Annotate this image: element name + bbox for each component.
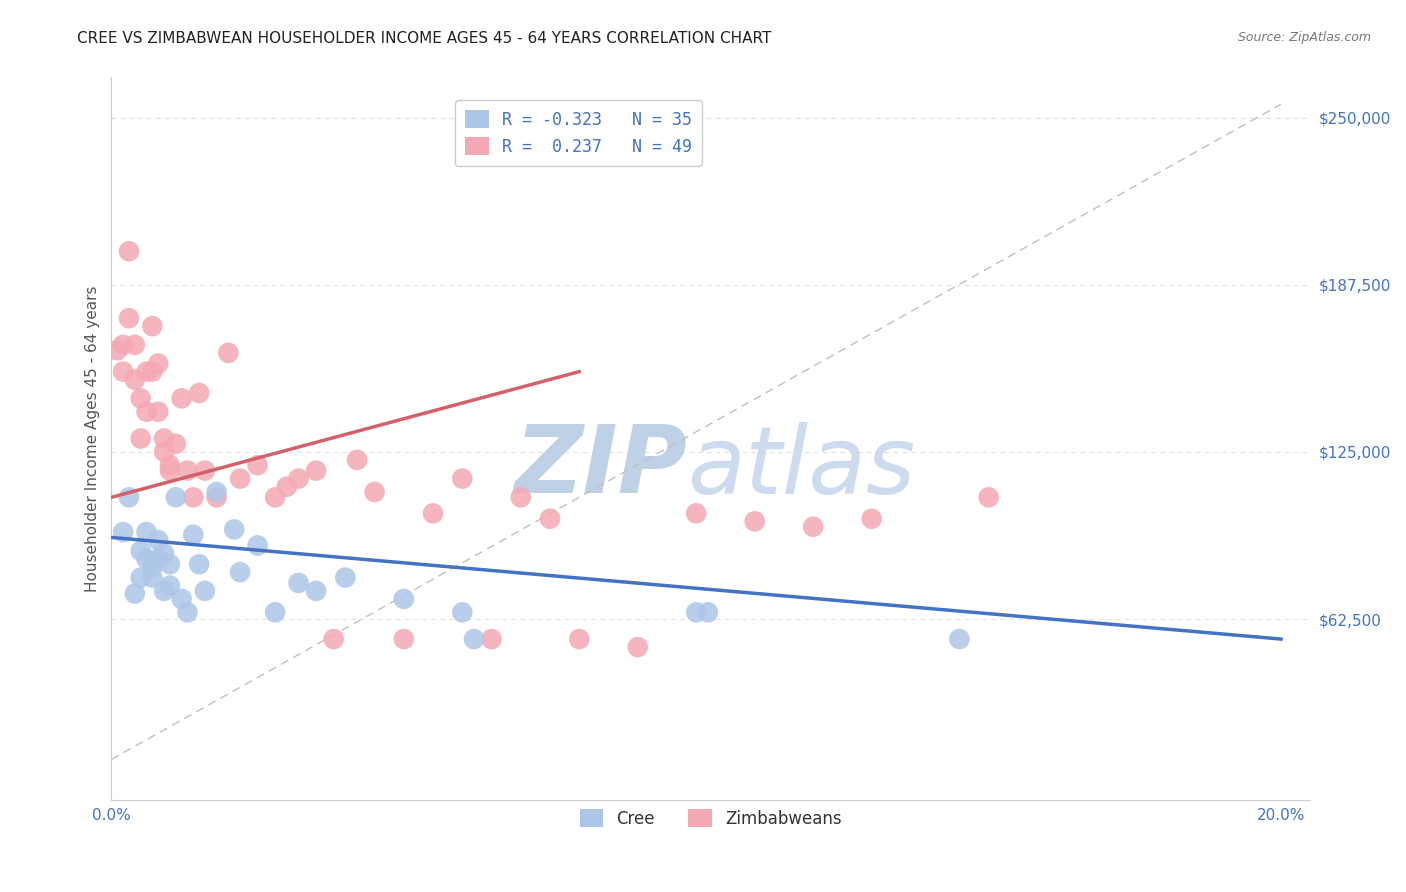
Text: atlas: atlas <box>688 422 915 513</box>
Point <box>194 464 217 478</box>
Legend: Cree, Zimbabweans: Cree, Zimbabweans <box>574 803 848 835</box>
Point <box>159 464 181 478</box>
Point <box>141 365 163 379</box>
Point <box>205 491 228 505</box>
Point <box>188 386 211 401</box>
Point <box>112 525 135 540</box>
Text: CREE VS ZIMBABWEAN HOUSEHOLDER INCOME AGES 45 - 64 YEARS CORRELATION CHART: CREE VS ZIMBABWEAN HOUSEHOLDER INCOME AG… <box>77 31 772 46</box>
Point <box>153 546 176 560</box>
Point <box>392 632 415 646</box>
Point <box>124 373 146 387</box>
Point <box>481 632 503 646</box>
Point <box>229 472 252 486</box>
Point <box>153 583 176 598</box>
Point <box>188 557 211 571</box>
Point <box>153 432 176 446</box>
Point <box>159 557 181 571</box>
Point <box>165 437 187 451</box>
Point <box>305 464 328 478</box>
Point <box>538 512 561 526</box>
Point <box>229 565 252 579</box>
Point <box>463 632 485 646</box>
Point <box>287 575 309 590</box>
Point <box>159 578 181 592</box>
Point <box>685 507 707 521</box>
Point <box>141 570 163 584</box>
Point <box>112 338 135 352</box>
Point <box>860 512 883 526</box>
Point <box>568 632 591 646</box>
Point <box>948 632 970 646</box>
Point <box>217 346 239 360</box>
Point <box>135 551 157 566</box>
Point <box>977 491 1000 505</box>
Point <box>159 458 181 473</box>
Point <box>246 538 269 552</box>
Point <box>181 491 204 505</box>
Point <box>118 491 141 505</box>
Point <box>305 583 328 598</box>
Point <box>118 311 141 326</box>
Point <box>170 591 193 606</box>
Point <box>135 365 157 379</box>
Point <box>205 485 228 500</box>
Point <box>135 525 157 540</box>
Point <box>194 583 217 598</box>
Point <box>176 605 198 619</box>
Point <box>744 515 766 529</box>
Point <box>141 319 163 334</box>
Point <box>335 570 357 584</box>
Point <box>627 640 650 654</box>
Point <box>135 405 157 419</box>
Point <box>129 392 152 406</box>
Point <box>224 523 246 537</box>
Point <box>141 559 163 574</box>
Point <box>129 543 152 558</box>
Point <box>170 392 193 406</box>
Point <box>287 472 309 486</box>
Point <box>697 605 720 619</box>
Point <box>118 244 141 259</box>
Point <box>422 507 444 521</box>
Point <box>148 551 170 566</box>
Point <box>112 365 135 379</box>
Point <box>451 472 474 486</box>
Point <box>246 458 269 473</box>
Point <box>685 605 707 619</box>
Point <box>346 453 368 467</box>
Point <box>176 464 198 478</box>
Point <box>322 632 344 646</box>
Point <box>276 480 298 494</box>
Point <box>509 491 531 505</box>
Point <box>801 520 824 534</box>
Point <box>105 343 128 358</box>
Point <box>451 605 474 619</box>
Point <box>148 357 170 371</box>
Point <box>181 528 204 542</box>
Point <box>124 338 146 352</box>
Text: Source: ZipAtlas.com: Source: ZipAtlas.com <box>1237 31 1371 45</box>
Point <box>165 491 187 505</box>
Point <box>392 591 415 606</box>
Point <box>129 432 152 446</box>
Y-axis label: Householder Income Ages 45 - 64 years: Householder Income Ages 45 - 64 years <box>86 285 100 591</box>
Point <box>148 405 170 419</box>
Point <box>264 605 287 619</box>
Point <box>264 491 287 505</box>
Text: ZIP: ZIP <box>515 421 688 514</box>
Point <box>129 570 152 584</box>
Point <box>148 533 170 548</box>
Point <box>363 485 385 500</box>
Point <box>124 586 146 600</box>
Point <box>153 445 176 459</box>
